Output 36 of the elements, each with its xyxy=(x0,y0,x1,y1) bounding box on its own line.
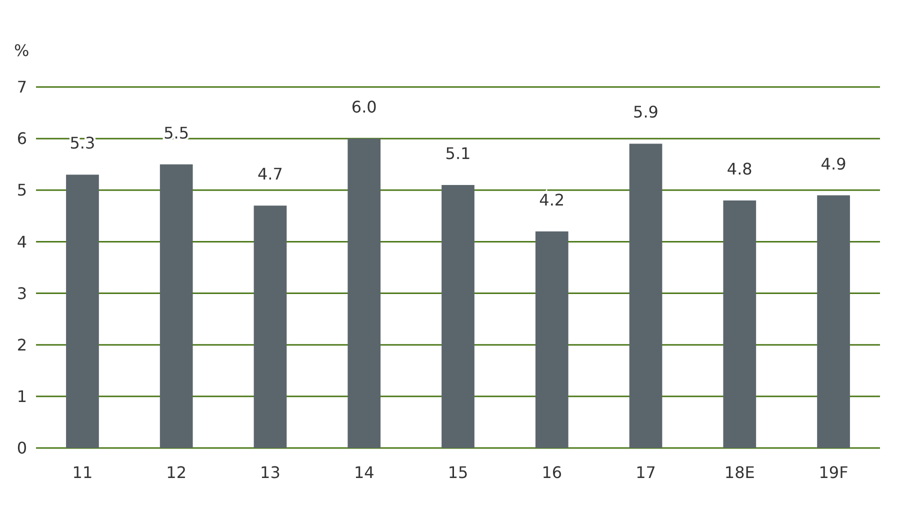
bar xyxy=(348,138,381,448)
y-axis-title: % xyxy=(14,41,30,60)
y-tick-label: 4 xyxy=(16,232,28,252)
data-label: 4.2 xyxy=(539,190,565,210)
bar xyxy=(254,206,287,448)
y-tick-label: 0 xyxy=(16,438,28,458)
bar xyxy=(723,200,756,448)
x-tick-label: 15 xyxy=(448,463,468,482)
data-label: 5.5 xyxy=(164,123,190,142)
data-label: 5.1 xyxy=(445,144,471,163)
data-label: 5.3 xyxy=(70,134,96,153)
data-label: 5.9 xyxy=(633,102,658,122)
y-tick-label: 3 xyxy=(16,284,28,303)
bar xyxy=(629,144,662,448)
x-tick-label: 11 xyxy=(72,463,93,482)
bar xyxy=(817,195,850,448)
bar xyxy=(535,231,568,448)
x-tick-label: 18E xyxy=(724,463,755,482)
y-tick-label: 7 xyxy=(16,78,28,97)
bar xyxy=(160,164,193,448)
x-tick-label: 14 xyxy=(354,463,374,482)
x-tick-label: 19F xyxy=(818,463,848,482)
x-tick-label: 17 xyxy=(636,463,656,482)
x-tick-label: 12 xyxy=(166,463,187,482)
x-tick-label: 16 xyxy=(542,463,562,482)
data-label: 4.8 xyxy=(726,159,752,178)
bar xyxy=(66,174,99,448)
y-tick-label: 6 xyxy=(16,129,28,148)
y-tick-label: 1 xyxy=(16,387,28,406)
bar xyxy=(442,184,474,448)
data-label: 6.0 xyxy=(351,98,377,117)
y-tick-label: 5 xyxy=(16,180,28,200)
data-label: 4.9 xyxy=(820,154,846,174)
y-tick-label: 2 xyxy=(16,335,28,354)
data-label: 4.7 xyxy=(258,164,283,184)
x-tick-label: 13 xyxy=(260,463,280,482)
